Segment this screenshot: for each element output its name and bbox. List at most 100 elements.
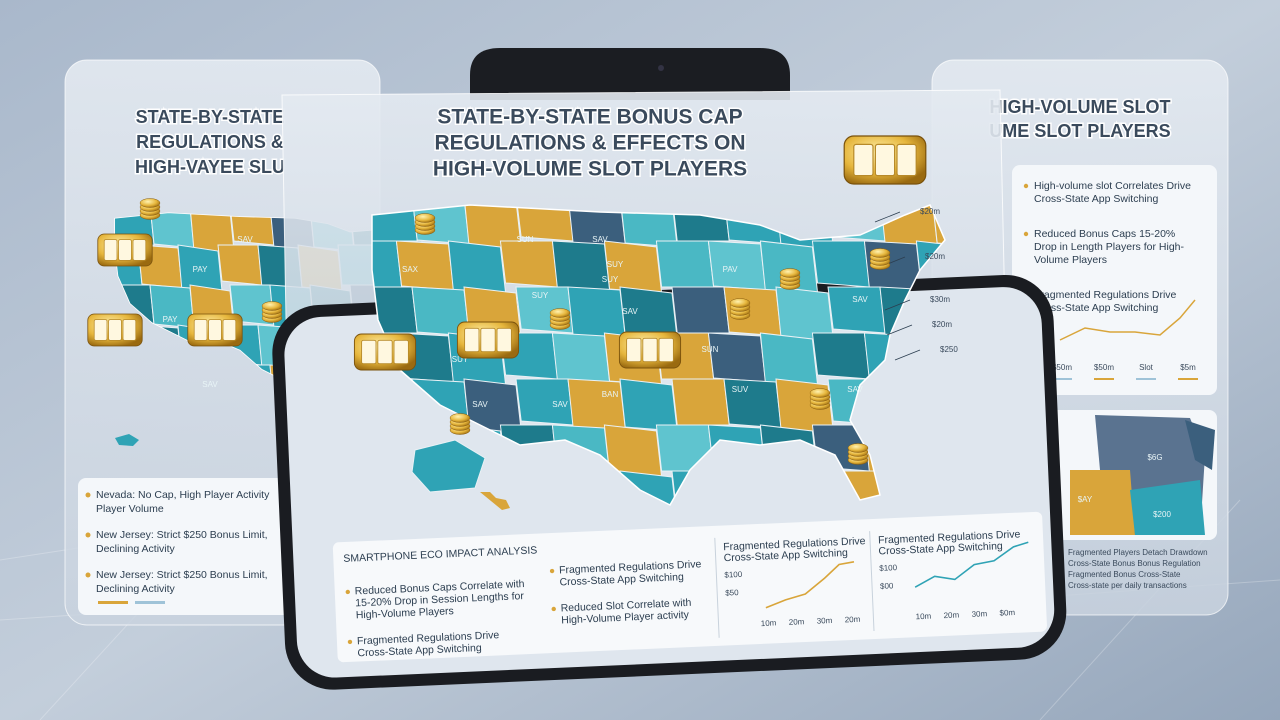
state [567,286,626,337]
text-line: Cross-state per daily transactions [1068,581,1187,590]
slot-reel [193,319,208,341]
trend-line [1059,299,1196,341]
slot-machine [87,313,143,347]
text-line: REGULATIONS & [136,132,284,152]
leader [884,299,911,311]
text-line: Player Volume [96,503,164,515]
x-label: 30m [817,616,833,626]
map-label: $AY [1078,495,1093,504]
text-line: New Jersey: Strict $250 Bonus Limit, [96,569,268,581]
text-line: Fragmented Bonus Cross-State [1068,570,1181,579]
coin [729,298,751,308]
text-line: Cross-State App Switching [357,642,482,659]
map-label: SUY [532,291,549,300]
state [671,378,730,426]
text-line: Nevada: No Cap, High Player Activity [96,489,270,501]
camera [658,65,664,71]
x-label: 20m [943,610,959,620]
text-line: High-volume slot Correlates Drive [1034,180,1191,192]
text-line: HIGH-VOLUME SLOT [990,97,1171,117]
text-line: Fragmented Players Detach Drawdown [1068,548,1208,557]
state [827,286,886,334]
bar-accent [135,601,165,604]
axis-swatch [1178,378,1198,380]
map-label: SAV [622,307,638,316]
state [217,244,263,286]
text-line: Reduced Bonus Caps 15-20% [1034,228,1175,240]
state [619,378,678,432]
axis-label: $50m [1052,363,1072,372]
right-items: High-volume slot Correlates Drive Cross-S… [1023,180,1198,380]
text-line: UME SLOT PLAYERS [989,121,1170,141]
bullet [1023,231,1029,237]
y-label: $00 [880,581,894,591]
y-label: $50 [725,588,739,598]
y-label: $100 [879,563,898,573]
map-label: SUY [452,355,469,364]
slot-reel [118,239,132,261]
axis-swatch [1052,378,1072,380]
slot-reel [103,239,118,261]
slot-reel [496,327,512,353]
slot-reel [896,143,917,177]
map-label: SUV [732,385,749,394]
slot-machine [843,135,927,185]
slot-reel [393,339,409,365]
coin [261,301,283,311]
map-label: SUN [517,235,534,244]
right-title: HIGH-VOLUME SLOT UME SLOT PLAYERS [988,95,1172,142]
slot-reel [108,319,122,341]
x-label: $0m [999,608,1015,618]
x-label: 10m [915,612,931,622]
x-label: 30m [971,609,987,619]
callout: $250 [940,345,958,354]
bullet [549,568,555,574]
map-label: PAY [163,315,178,324]
map-label: $200 [1153,510,1171,519]
icons [87,135,927,465]
slot-reel [93,319,108,341]
slot-reel [626,337,642,363]
slot-machine [353,333,417,371]
text-line: Volume Players [1034,254,1107,266]
map-label: SAV [237,235,253,244]
hawaii [480,492,510,510]
coin [414,213,436,223]
y-label: $100 [724,570,743,580]
map-label: SAX [402,265,419,274]
text-line: Cross-State App Switching [1034,302,1158,314]
map-label: SAV [552,400,568,409]
slot-machine [187,313,243,347]
x-label: 20m [789,617,805,627]
text-line: Cross-State App Switching [559,571,684,588]
state [447,240,507,294]
bar-accent [98,601,128,604]
text-line: Cross-State Bonus Bonus Regulation [1068,559,1201,568]
coin [449,413,471,423]
text-line: REGULATIONS & EFFECTS ON [434,132,745,155]
axis-swatch [1136,378,1156,380]
slot-reel [464,327,480,353]
x-label: 10m [761,618,777,628]
map-label: SAV [852,295,868,304]
slot-machine [618,331,682,369]
slot-reel [874,143,896,177]
map-label: SUY [607,260,624,269]
text-line: High-Volume Player activity [561,609,690,627]
slot-machine [456,321,520,359]
right-misc: $6G $AY $200 Fragmented Players Detach Draw… [1068,453,1208,590]
map-label: SAV [592,235,608,244]
slot-reel [208,319,222,341]
axis-label: Slot [1139,363,1154,372]
bullet [85,492,91,498]
text-line: Fragmented Regulations Drive [1034,289,1177,301]
map-label: PAV [723,265,738,274]
state [499,240,559,288]
trend-line [914,541,1029,588]
bullet [1023,183,1029,189]
state [775,286,834,340]
left-items: Nevada: No Cap, High Player Activity Play… [85,489,270,595]
